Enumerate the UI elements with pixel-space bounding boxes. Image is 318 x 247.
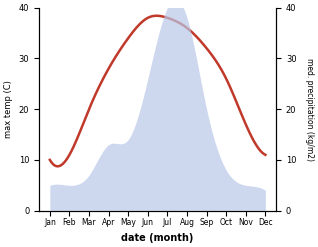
Y-axis label: med. precipitation (kg/m2): med. precipitation (kg/m2)	[305, 58, 314, 161]
X-axis label: date (month): date (month)	[121, 233, 194, 243]
Y-axis label: max temp (C): max temp (C)	[4, 80, 13, 138]
